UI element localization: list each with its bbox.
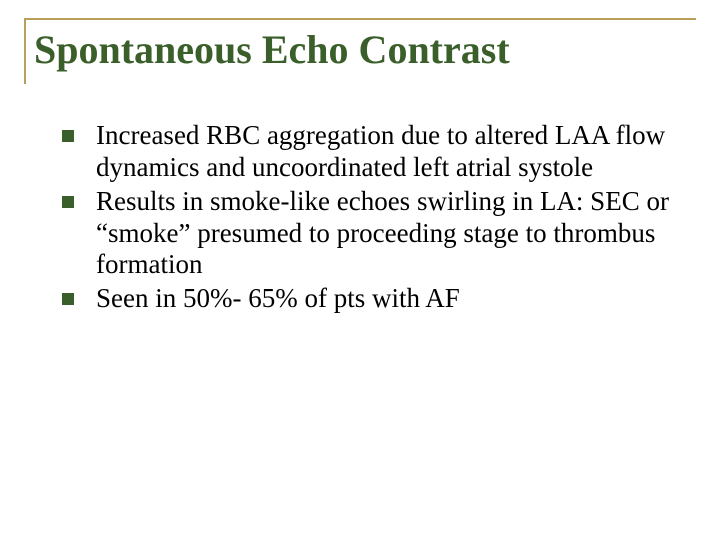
square-bullet-icon xyxy=(62,196,74,208)
list-item: Seen in 50%- 65% of pts with AF xyxy=(62,283,676,315)
list-item: Increased RBC aggregation due to altered… xyxy=(62,120,676,184)
list-item: Results in smoke-like echoes swirling in… xyxy=(62,186,676,282)
bullet-text: Seen in 50%- 65% of pts with AF xyxy=(96,283,676,315)
slide: Spontaneous Echo Contrast Increased RBC … xyxy=(0,0,720,540)
bullet-text: Results in smoke-like echoes swirling in… xyxy=(96,186,676,282)
square-bullet-icon xyxy=(62,293,74,305)
bullet-text: Increased RBC aggregation due to altered… xyxy=(96,120,676,184)
slide-title: Spontaneous Echo Contrast xyxy=(34,28,696,72)
square-bullet-icon xyxy=(62,130,74,142)
slide-body: Increased RBC aggregation due to altered… xyxy=(24,120,696,315)
title-container: Spontaneous Echo Contrast xyxy=(24,18,696,84)
